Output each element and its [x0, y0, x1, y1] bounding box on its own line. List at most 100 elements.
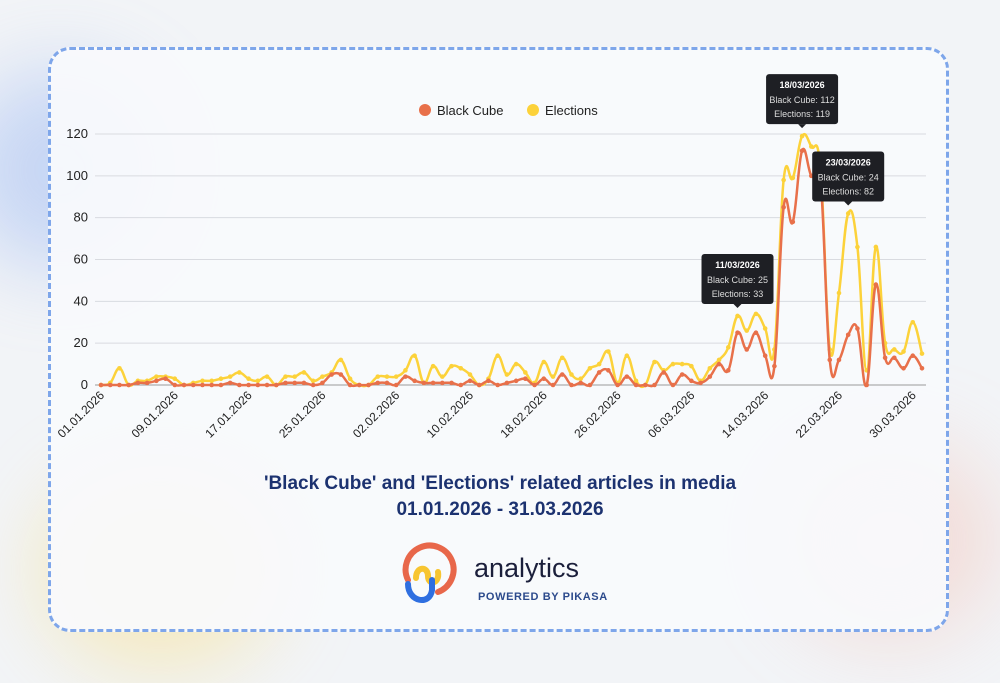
data-point [882, 355, 888, 361]
data-point [107, 382, 113, 388]
data-point [633, 378, 639, 384]
data-point [154, 378, 159, 384]
data-point [772, 363, 777, 369]
data-point [273, 382, 279, 388]
data-point [873, 282, 879, 287]
data-point [292, 380, 298, 386]
data-point [117, 365, 122, 371]
data-point [98, 382, 104, 388]
data-point [255, 382, 261, 388]
data-point [209, 382, 214, 388]
data-point [366, 382, 371, 388]
tooltip-box [701, 253, 774, 304]
legend-label: Elections [545, 103, 598, 118]
data-point [329, 372, 334, 377]
data-point [569, 372, 574, 377]
data-point [384, 380, 390, 386]
chart-subtitle: 01.01.2026 - 31.03.2026 [396, 499, 604, 520]
data-point [338, 357, 344, 363]
data-point [393, 382, 399, 388]
data-point [495, 353, 500, 359]
data-point [430, 380, 436, 386]
tooltip-box [766, 74, 839, 125]
data-point [735, 330, 740, 336]
data-point [753, 330, 759, 336]
data-point [910, 353, 916, 359]
data-point [449, 380, 454, 386]
data-point [218, 382, 224, 388]
data-point [652, 382, 657, 388]
line-chart: Black Cube Elections 0 20 40 60 80 100 120 01.0… [55, 74, 926, 441]
data-point [135, 380, 141, 386]
data-point [486, 378, 491, 384]
data-point [624, 353, 630, 359]
data-point [790, 175, 796, 181]
data-point [689, 363, 694, 369]
data-point [689, 378, 694, 384]
data-point [504, 380, 510, 386]
data-point [569, 382, 574, 388]
legend-marker [527, 104, 539, 116]
data-point [421, 380, 427, 386]
data-point [458, 382, 464, 388]
data-point [836, 290, 842, 296]
data-point [919, 351, 925, 356]
data-point [209, 378, 214, 384]
tooltip-text: 23/03/2026 [826, 157, 871, 167]
data-point [513, 361, 519, 367]
data-point [154, 374, 159, 379]
x-tick-label: 14.03.2026 [719, 388, 772, 441]
data-point [836, 357, 842, 363]
tooltip-text: Black Cube: 112 [769, 95, 834, 105]
data-point [227, 380, 233, 386]
data-point [781, 177, 786, 183]
y-tick-label: 80 [74, 210, 88, 225]
data-point [707, 365, 713, 371]
data-point [744, 347, 750, 352]
data-point [264, 374, 270, 379]
data-point [587, 365, 593, 371]
data-point [347, 376, 353, 382]
x-tick-label: 06.03.2026 [645, 388, 698, 441]
data-point [799, 133, 805, 139]
data-point [652, 359, 657, 365]
x-tick-label: 26.02.2026 [571, 388, 624, 441]
brand-powered-by: POWERED BY PIKASA [478, 591, 608, 603]
chart-title: 'Black Cube' and 'Elections' related art… [263, 473, 737, 494]
data-point [855, 326, 860, 331]
data-point [403, 368, 408, 373]
tooltip-arrow [733, 303, 742, 308]
data-point [356, 382, 362, 388]
data-point [725, 368, 731, 373]
brand-name: analytics [474, 553, 580, 583]
data-point [163, 376, 168, 382]
data-point [735, 313, 740, 319]
series-lines [98, 132, 925, 389]
tooltip-arrow [798, 124, 807, 129]
data-point [200, 378, 205, 384]
data-point [310, 378, 316, 384]
data-point [301, 370, 307, 375]
data-point [310, 382, 316, 388]
data-point [892, 355, 897, 361]
data-point [606, 349, 611, 354]
data-point [476, 382, 482, 388]
data-point [283, 380, 288, 386]
data-point [762, 353, 768, 359]
data-point [606, 368, 611, 373]
data-point [910, 319, 916, 325]
data-point [384, 374, 390, 379]
data-point [541, 376, 547, 382]
data-point [440, 374, 445, 379]
data-point [440, 380, 445, 386]
data-point [172, 382, 178, 388]
data-point [218, 376, 224, 382]
data-point [467, 372, 473, 377]
data-point [901, 349, 906, 354]
x-tick-label: 22.03.2026 [793, 388, 846, 441]
x-tick-label: 02.02.2026 [350, 388, 403, 441]
y-tick-label: 120 [66, 126, 88, 141]
data-point [919, 365, 925, 371]
x-axis: 01.01.2026 09.01.2026 17.01.2026 25.01.2026… [55, 388, 919, 441]
data-point [901, 365, 906, 371]
